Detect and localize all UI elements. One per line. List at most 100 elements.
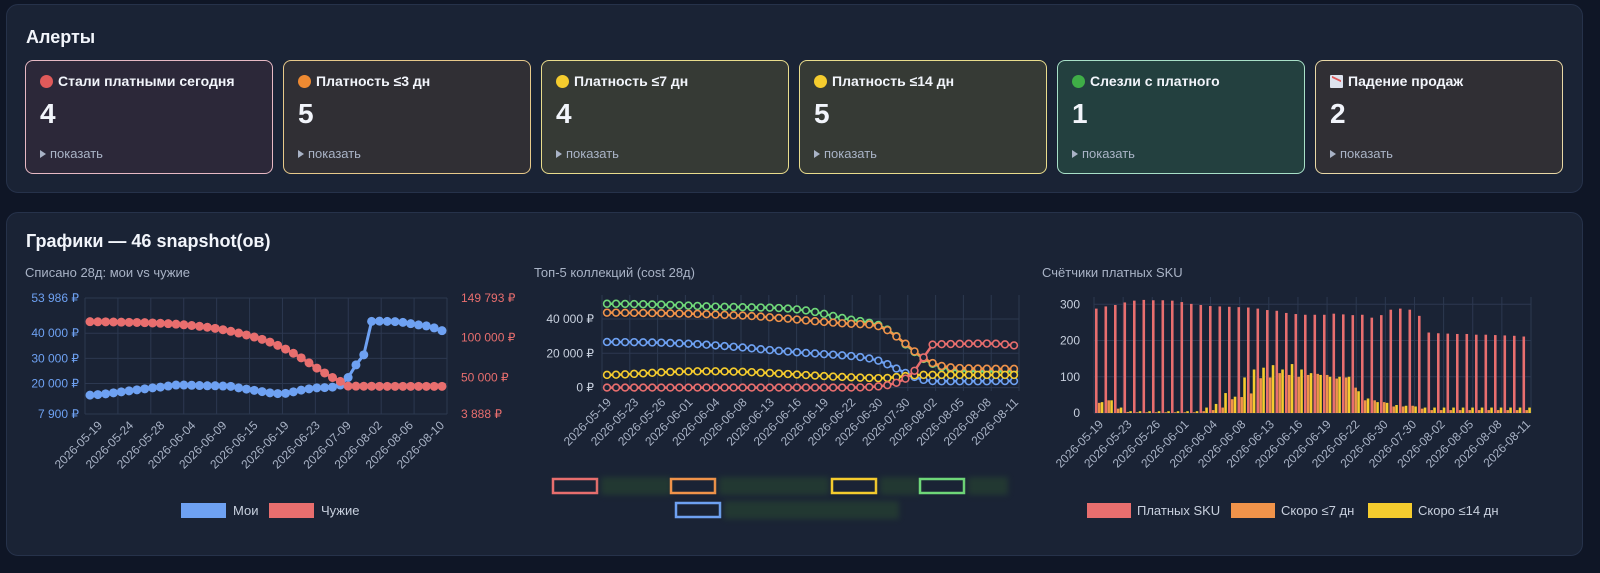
data-point xyxy=(429,323,439,333)
data-point xyxy=(910,347,919,356)
legend-label-obscured xyxy=(968,477,1008,495)
series-line xyxy=(607,311,1014,371)
data-point xyxy=(928,358,937,368)
bar-2 xyxy=(1176,411,1180,413)
legend-label: Платных SKU xyxy=(1137,503,1220,518)
data-point xyxy=(955,370,964,380)
series-line xyxy=(607,342,1015,389)
data-point xyxy=(249,385,259,395)
bar-2 xyxy=(1167,411,1170,413)
data-point xyxy=(304,358,314,368)
bar-1 xyxy=(1278,373,1281,413)
data-point xyxy=(602,337,612,347)
data-point xyxy=(367,381,377,391)
legend-label: Скоро ≤14 дн xyxy=(1418,503,1499,518)
data-point xyxy=(955,339,964,349)
alert-card-show-toggle[interactable]: показать xyxy=(1330,146,1393,161)
data-point xyxy=(774,303,784,313)
triangle-right-icon xyxy=(1072,149,1078,158)
data-point xyxy=(359,381,369,391)
data-point xyxy=(819,309,829,319)
data-point xyxy=(202,322,212,332)
data-point xyxy=(273,389,283,399)
data-point xyxy=(281,344,291,354)
alert-card-show-toggle[interactable]: показать xyxy=(1072,146,1135,161)
data-point xyxy=(801,383,811,392)
y-tick-label: 20 000 ₽ xyxy=(546,346,594,360)
bar-2 xyxy=(1518,407,1522,413)
data-point xyxy=(265,337,275,347)
data-point xyxy=(828,350,838,359)
bar-1 xyxy=(1249,393,1253,413)
chart-written-off: 53 986 ₽ 40 000 ₽ 30 000 ₽ 20 000 ₽ 7 900 ₽ 1… xyxy=(31,291,516,518)
data-point xyxy=(847,383,856,392)
data-point xyxy=(729,342,738,351)
data-point xyxy=(140,318,150,328)
alert-card-show-toggle[interactable]: показать xyxy=(556,146,619,161)
bar-2 xyxy=(1262,367,1265,413)
alert-card-label: Стали платными сегодня xyxy=(58,73,235,89)
data-point xyxy=(179,320,189,330)
bar-0 xyxy=(1161,300,1165,413)
data-point xyxy=(819,349,829,359)
data-point xyxy=(382,316,392,326)
data-point xyxy=(398,381,408,391)
alert-card-show-toggle[interactable]: показать xyxy=(814,146,877,161)
data-point xyxy=(602,308,612,317)
data-point xyxy=(602,383,612,392)
bar-1 xyxy=(1373,400,1376,413)
alert-card: Платность ≤3 дн 5 показать xyxy=(283,60,531,174)
data-point xyxy=(629,308,639,318)
alert-card-count: 5 xyxy=(298,98,314,129)
triangle-right-icon xyxy=(40,149,46,158)
bar-2 xyxy=(1461,407,1465,413)
data-point xyxy=(155,382,165,392)
data-point xyxy=(856,383,865,392)
data-point xyxy=(116,387,126,397)
bar-1 xyxy=(1240,397,1243,413)
alert-card-title: Платность ≤3 дн xyxy=(298,73,516,89)
data-point xyxy=(856,352,865,362)
data-point xyxy=(684,383,693,392)
bar-0 xyxy=(1427,332,1431,413)
bar-0 xyxy=(1294,314,1298,413)
bar-0 xyxy=(1190,303,1193,413)
bar-2 xyxy=(1205,407,1208,413)
bar-2 xyxy=(1119,407,1123,413)
data-point xyxy=(946,370,955,380)
bar-2 xyxy=(1480,407,1484,413)
alert-card-title: Платность ≤14 дн xyxy=(814,73,1032,89)
alert-card: Падение продаж 2 показать xyxy=(1315,60,1563,174)
bar-0 xyxy=(1152,300,1155,413)
bar-0 xyxy=(1484,334,1488,413)
alert-card: Платность ≤14 дн 5 показать xyxy=(799,60,1047,174)
triangle-right-icon xyxy=(298,149,304,158)
data-point xyxy=(421,381,431,391)
legend-swatch xyxy=(669,477,717,495)
alert-card-show-label: показать xyxy=(308,146,361,161)
bar-0 xyxy=(1228,306,1231,413)
data-point xyxy=(638,338,648,347)
data-point xyxy=(163,319,173,329)
data-point xyxy=(638,308,648,318)
data-point xyxy=(666,300,675,310)
bar-2 xyxy=(1328,376,1332,413)
data-point xyxy=(296,353,306,363)
alert-card-show-toggle[interactable]: показать xyxy=(298,146,361,161)
data-point xyxy=(132,317,142,327)
series-line xyxy=(607,340,1014,383)
data-point xyxy=(937,339,946,349)
data-point xyxy=(892,378,901,387)
data-point xyxy=(756,312,765,321)
bar-2 xyxy=(1309,373,1313,413)
data-point xyxy=(171,380,181,390)
data-point xyxy=(837,351,847,360)
data-point xyxy=(85,317,95,327)
data-point xyxy=(611,370,621,379)
alert-card-show-toggle[interactable]: показать xyxy=(40,146,103,161)
data-point xyxy=(202,381,212,391)
chart-title-paid-sku: Счётчики платных SKU xyxy=(1042,265,1183,280)
bar-0 xyxy=(1104,306,1108,413)
bar-1 xyxy=(1316,373,1319,413)
data-point xyxy=(602,299,612,308)
